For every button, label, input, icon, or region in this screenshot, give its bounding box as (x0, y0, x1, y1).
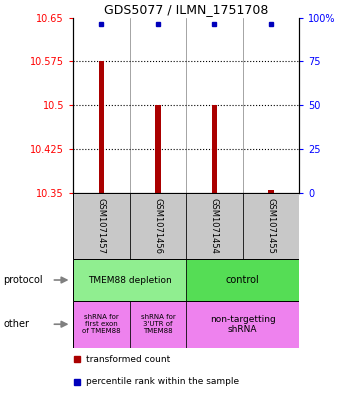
Text: non-targetting
shRNA: non-targetting shRNA (210, 314, 275, 334)
Bar (268, 190, 274, 193)
Text: GSM1071455: GSM1071455 (267, 198, 275, 254)
Text: protocol: protocol (3, 275, 43, 285)
Bar (99, 61, 104, 193)
Text: control: control (226, 275, 259, 285)
Bar (73, 259, 186, 301)
Bar (243, 193, 299, 259)
Bar (73, 301, 130, 348)
Bar (211, 105, 217, 193)
Text: percentile rank within the sample: percentile rank within the sample (86, 377, 239, 386)
Text: GSM1071457: GSM1071457 (97, 198, 106, 254)
Text: other: other (3, 319, 29, 329)
Text: shRNA for
first exon
of TMEM88: shRNA for first exon of TMEM88 (82, 314, 121, 334)
Bar (130, 193, 186, 259)
Bar (186, 259, 299, 301)
Bar (73, 193, 130, 259)
Title: GDS5077 / ILMN_1751708: GDS5077 / ILMN_1751708 (104, 4, 268, 17)
Bar (130, 301, 186, 348)
Text: GSM1071456: GSM1071456 (153, 198, 163, 254)
Text: shRNA for
3'UTR of
TMEM88: shRNA for 3'UTR of TMEM88 (140, 314, 175, 334)
Bar (186, 193, 243, 259)
Bar (155, 105, 161, 193)
Text: transformed count: transformed count (86, 354, 170, 364)
Text: GSM1071454: GSM1071454 (210, 198, 219, 254)
Text: TMEM88 depletion: TMEM88 depletion (88, 275, 171, 285)
Bar (186, 301, 299, 348)
